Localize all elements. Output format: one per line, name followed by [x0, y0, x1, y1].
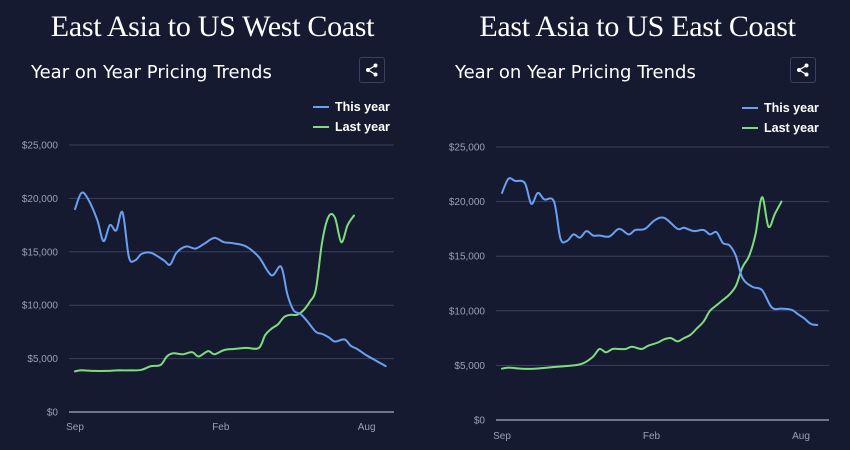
chart-plot: $0 $5,000 $10,000 $15,000 $20,000 $25,000 Sep F… [449, 143, 829, 442]
y-tick-label: $20,000 [22, 194, 59, 205]
share-icon [797, 63, 809, 77]
y-tick-label: $0 [474, 416, 486, 427]
legend-swatch [313, 106, 329, 108]
legend-label: Last year [764, 121, 819, 135]
legend-label: This year [764, 101, 819, 115]
chart-title: Year on Year Pricing Trends [455, 62, 696, 83]
legend-swatch [742, 127, 758, 129]
series-line-last-year [501, 196, 783, 370]
legend-swatch [742, 107, 758, 109]
x-tick-label: Aug [358, 422, 376, 433]
series-line-this-year [501, 177, 819, 326]
panel-east-coast: East Asia to US East Coast Year on Year … [425, 0, 850, 450]
panel-heading: East Asia to US East Coast [479, 10, 796, 43]
chart-title: Year on Year Pricing Trends [31, 62, 272, 83]
chart-plot: $0 $5,000 $10,000 $15,000 $20,000 $25,000 Sep F… [22, 141, 394, 433]
x-tick-label: Sep [493, 431, 511, 442]
share-button[interactable] [359, 57, 385, 83]
series-line-this-year [74, 191, 387, 368]
legend-item-last-year[interactable]: Last year [742, 121, 819, 135]
x-tick-label: Feb [212, 422, 230, 433]
share-button[interactable] [790, 57, 816, 83]
y-tick-label: $15,000 [22, 247, 59, 258]
series-line-last-year [74, 213, 355, 373]
x-tick-label: Feb [643, 431, 661, 442]
legend-item-this-year[interactable]: This year [313, 100, 390, 114]
legend-label: Last year [335, 120, 390, 134]
legend-item-this-year[interactable]: This year [742, 101, 819, 115]
legend-label: This year [335, 100, 390, 114]
share-icon [366, 63, 378, 77]
x-tick-label: Sep [66, 422, 84, 433]
y-tick-label: $0 [47, 408, 59, 419]
panel-heading: East Asia to US West Coast [50, 10, 375, 43]
legend-swatch [313, 126, 329, 128]
panel-west-coast: East Asia to US West Coast Year on Year … [22, 10, 394, 433]
y-tick-label: $25,000 [22, 141, 59, 152]
y-tick-label: $15,000 [449, 252, 486, 263]
y-tick-label: $10,000 [22, 301, 59, 312]
y-tick-label: $10,000 [449, 306, 486, 317]
y-tick-label: $20,000 [449, 197, 486, 208]
y-tick-label: $5,000 [27, 354, 58, 365]
x-tick-label: Aug [792, 431, 810, 442]
y-tick-label: $5,000 [454, 361, 485, 372]
legend-item-last-year[interactable]: Last year [313, 120, 390, 134]
y-tick-label: $25,000 [449, 143, 486, 154]
